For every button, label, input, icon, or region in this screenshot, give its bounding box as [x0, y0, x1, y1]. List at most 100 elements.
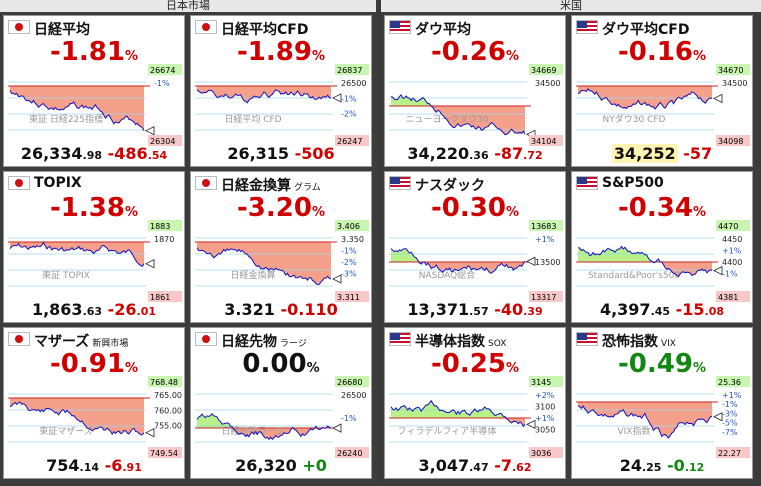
- japan-flag-icon: [195, 176, 217, 190]
- panel-vix[interactable]: 恐怖指数 VIX -0.49% VIX指数 25.36 22.27 +1% -1% -3% -…: [571, 327, 753, 479]
- price-series-line: [196, 89, 332, 104]
- change-percent: -0.91%: [50, 349, 138, 379]
- axis-tick-label: 760.00: [154, 406, 182, 415]
- current-price-marker: [526, 256, 536, 266]
- chart-watermark: 日経平均 CFD: [224, 113, 281, 125]
- price-line: 3.321 -0.110: [191, 300, 371, 319]
- chart-watermark: NYダウ30 CFD: [603, 113, 666, 125]
- axis-tick-label: +1%: [722, 247, 742, 256]
- low-label-bg: [335, 135, 369, 146]
- high-value-label: 3145: [531, 378, 551, 387]
- axis-tick-label: 3.350: [341, 235, 364, 244]
- panel-header: ダウ平均: [385, 16, 565, 38]
- low-value-label: 13317: [531, 293, 556, 302]
- index-name: S&P500: [602, 175, 664, 191]
- axis-tick-label: 755.00: [154, 422, 182, 431]
- us-flag-icon: [389, 176, 411, 190]
- low-label-bg: [529, 135, 563, 146]
- current-price-marker: [713, 412, 723, 422]
- current-price: 26,334.98: [20, 144, 103, 163]
- price-change: -87.72: [494, 144, 543, 163]
- low-label-bg: [716, 447, 750, 458]
- panel-dow[interactable]: ダウ平均 -0.26% ニューヨークダウ30 34669 34104 34500 34…: [384, 15, 566, 167]
- price-series-line: [577, 245, 713, 278]
- axis-tick-label: 34500: [722, 79, 747, 88]
- us-flag-icon: [389, 20, 411, 34]
- panel-nikkei_cfd[interactable]: 日経平均CFD -1.89% 日経平均 CFD 26837 26247 26500 -1…: [190, 15, 372, 167]
- panel-header: ナスダック: [385, 172, 565, 194]
- price-line: 26,315 -506: [191, 144, 371, 163]
- price-change: -486.54: [107, 144, 168, 163]
- panel-nasdaq[interactable]: ナスダック -0.30% NASDAQ総合 13683 13317 +1% 13500 …: [384, 171, 566, 323]
- price-series-line: [9, 90, 145, 131]
- axis-tick-label: 765.00: [154, 391, 182, 400]
- price-line: 34,220.36 -87.72: [385, 144, 565, 163]
- current-price-marker: [713, 265, 723, 276]
- current-price: 13,371.57: [407, 300, 489, 319]
- index-name: 日経金換算 グラム: [221, 178, 321, 194]
- japan-flag-icon: [195, 20, 217, 34]
- index-subname: ラージ: [280, 339, 307, 349]
- area-below-reference: [10, 242, 144, 267]
- panel-dow_cfd[interactable]: ダウ平均CFD -0.16% NYダウ30 CFD 34670 34098 34500…: [571, 15, 753, 167]
- price-line: 754.14 -6.91: [4, 456, 184, 475]
- index-name: ダウ平均: [415, 22, 471, 38]
- axis-tick-label: 3050: [535, 426, 555, 435]
- change-percent: -1.81%: [50, 37, 138, 67]
- high-label-bg: [529, 64, 563, 75]
- low-label-bg: [529, 447, 563, 458]
- price-series-line: [390, 399, 526, 428]
- change-percent: -0.30%: [431, 193, 519, 223]
- axis-tick-label: -7%: [722, 428, 738, 437]
- panel-topix[interactable]: TOPIX -1.38% 東証 TOPIX 1883 1861 1870 1,863.…: [3, 171, 185, 323]
- price-line: 3,047.47 -7.62: [385, 456, 565, 475]
- area-below-reference: [391, 262, 525, 274]
- panel-nikkei_fut[interactable]: 日経先物 ラージ 0.00% 日経先物ラージ 26680 26240 26500 -1% …: [190, 327, 372, 479]
- panel-header: マザーズ 新興市場: [4, 328, 184, 350]
- area-below-reference: [578, 86, 712, 110]
- chart-watermark: 東証 日経225指標: [29, 113, 103, 125]
- panel-nikkei[interactable]: 日経平均 -1.81% 東証 日経225指標 26674 26304 -1% 26,3…: [3, 15, 185, 167]
- low-label-bg: [335, 447, 369, 458]
- current-price: 1,863.63: [31, 300, 103, 319]
- low-value-label: 34098: [718, 137, 743, 146]
- high-label-bg: [335, 220, 369, 231]
- change-percent: -3.20%: [237, 193, 325, 223]
- area-below-reference: [197, 242, 331, 285]
- price-line: 13,371.57 -40.39: [385, 300, 565, 319]
- axis-tick-label: +1%: [535, 235, 555, 244]
- price-change: -40.39: [494, 300, 543, 319]
- axis-tick-label: -1%: [722, 400, 738, 409]
- current-price: 34,220.36: [407, 144, 489, 163]
- low-label-bg: [716, 291, 750, 302]
- index-subname: SOX: [488, 339, 507, 349]
- current-price: 24.25: [619, 456, 662, 475]
- chart-watermark: Standard&Poor's500: [588, 271, 680, 281]
- area-below-reference: [578, 402, 712, 438]
- low-value-label: 22.27: [718, 449, 741, 458]
- intraday-chart: VIX指数 25.36 22.27 +1%-1%-3%-5%-7%: [576, 376, 750, 458]
- current-price-marker: [713, 93, 723, 104]
- panel-header: S&P500: [572, 172, 752, 194]
- current-price: 26,315: [227, 144, 290, 163]
- panel-header: 日経平均: [4, 16, 184, 38]
- intraday-chart: フィラデルフィア半導体 3145 3036 +2% 3100 +1% 3050: [389, 376, 563, 458]
- axis-tick-label: +1%: [535, 414, 555, 423]
- panel-sp500[interactable]: S&P500 -0.34% Standard&Poor's500 4470 4381…: [571, 171, 753, 323]
- panel-sox[interactable]: 半導体指数 SOX -0.25% フィラデルフィア半導体 3145 3036 +2% 31…: [384, 327, 566, 479]
- index-name: 日経平均CFD: [221, 22, 309, 38]
- panel-gold[interactable]: 日経金換算 グラム -3.20% 日経金換算 3.406 3.311 3.350 -1% -…: [190, 171, 372, 323]
- panel-header: TOPIX: [4, 172, 184, 194]
- chart-watermark: 東証マザーズ: [39, 425, 93, 437]
- panel-mothers[interactable]: マザーズ 新興市場 -0.91% 東証マザーズ 768.48 749.54 765.00…: [3, 327, 185, 479]
- price-change: -0.110: [280, 300, 338, 319]
- low-label-bg: [529, 291, 563, 302]
- axis-tick-label: 1870: [154, 235, 174, 244]
- current-price-marker: [332, 93, 342, 103]
- high-value-label: 1883: [150, 222, 170, 231]
- axis-tick-label: -2%: [341, 258, 357, 267]
- axis-tick-label: 26500: [341, 391, 366, 400]
- current-price: 34,252: [611, 144, 678, 163]
- low-label-bg: [148, 135, 182, 146]
- current-price-marker: [332, 423, 342, 433]
